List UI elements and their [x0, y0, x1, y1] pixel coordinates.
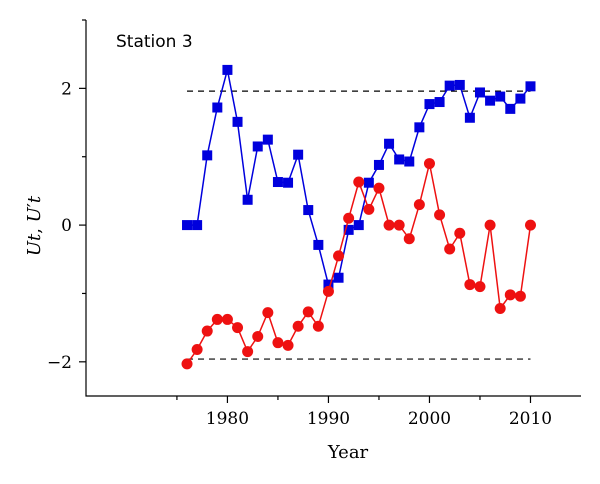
data-point	[323, 279, 334, 290]
data-point	[252, 331, 264, 343]
data-point	[464, 279, 476, 291]
data-point	[272, 337, 284, 349]
axis-lines	[85, 20, 581, 397]
data-point	[353, 176, 365, 188]
data-point	[302, 306, 314, 318]
data-point	[252, 141, 263, 152]
data-point	[191, 344, 203, 356]
data-point	[434, 97, 445, 108]
y-axis-title-t: t	[24, 233, 45, 241]
station-annotation: Station 3	[116, 32, 193, 52]
data-point	[181, 358, 193, 370]
data-point	[474, 281, 486, 293]
data-point	[454, 79, 465, 90]
data-point	[423, 158, 435, 170]
data-point	[464, 112, 475, 123]
data-point	[192, 220, 203, 231]
data-point	[212, 102, 223, 113]
data-point	[424, 99, 435, 110]
data-point	[211, 313, 223, 325]
data-point	[363, 177, 374, 188]
x-axis-title: Year	[327, 442, 369, 463]
data-point	[292, 320, 304, 332]
y-tick-label: −2	[47, 353, 72, 373]
data-point	[262, 307, 274, 319]
data-point	[232, 322, 244, 334]
data-point	[222, 64, 233, 75]
data-point	[262, 134, 273, 145]
data-point	[444, 243, 456, 255]
series-ut	[182, 64, 536, 290]
data-point	[333, 272, 344, 283]
data-point	[404, 156, 415, 167]
y-axis-title-u: U	[24, 240, 45, 256]
data-point	[383, 219, 395, 231]
x-tick-label: 1980	[206, 409, 249, 429]
y-tick-label: 2	[61, 79, 72, 99]
data-point	[393, 219, 405, 231]
x-tick-label: 2010	[509, 409, 552, 429]
data-point	[343, 212, 355, 224]
data-point	[221, 313, 233, 325]
reference-lines	[187, 90, 531, 360]
series-layer	[181, 64, 536, 370]
data-point	[242, 194, 253, 205]
data-point	[242, 346, 254, 358]
y-axis-title-t2: t	[24, 195, 45, 203]
data-point	[373, 182, 385, 194]
data-point	[384, 138, 395, 149]
data-point	[282, 339, 294, 351]
x-tick-label: 2000	[408, 409, 451, 429]
y-axis-title-sep: ,	[24, 222, 45, 233]
data-point	[283, 177, 294, 188]
y-tick-label: 0	[61, 216, 72, 236]
x-tick-label: 1990	[307, 409, 350, 429]
data-point	[413, 199, 425, 211]
data-point	[434, 209, 446, 221]
data-point	[414, 122, 425, 133]
data-point	[525, 81, 536, 92]
data-point	[353, 220, 364, 231]
data-point	[485, 95, 496, 106]
data-point	[333, 250, 345, 262]
data-point	[454, 227, 466, 239]
y-axis-title-u2: U	[24, 206, 45, 222]
data-point	[394, 154, 405, 165]
data-point	[484, 219, 496, 231]
data-point	[202, 150, 213, 161]
data-point	[494, 302, 506, 314]
series-u_prime_t	[181, 158, 536, 370]
data-point	[343, 224, 354, 235]
data-point	[201, 325, 213, 337]
data-point	[524, 219, 536, 231]
data-point	[182, 220, 193, 231]
y-axis-title: Ut, U′t	[24, 195, 45, 256]
data-point	[505, 103, 516, 114]
data-point	[363, 203, 375, 215]
data-point	[474, 87, 485, 98]
data-point	[232, 116, 243, 127]
data-point	[373, 159, 384, 170]
axis-ticks: 1980 1990 2000 2010 −2 0 2	[47, 19, 552, 429]
data-point	[515, 93, 526, 104]
data-point	[303, 205, 314, 216]
data-point	[322, 285, 334, 297]
data-point	[504, 289, 516, 301]
data-point	[272, 177, 283, 188]
data-point	[312, 320, 324, 332]
data-point	[444, 80, 455, 91]
data-point	[313, 239, 324, 250]
data-point	[514, 290, 526, 302]
series-line	[186, 163, 532, 365]
data-point	[495, 91, 506, 102]
data-point	[293, 149, 304, 160]
y-axis-title-prime: ′	[24, 203, 45, 207]
plot-frame	[85, 20, 581, 397]
data-point	[403, 233, 415, 245]
